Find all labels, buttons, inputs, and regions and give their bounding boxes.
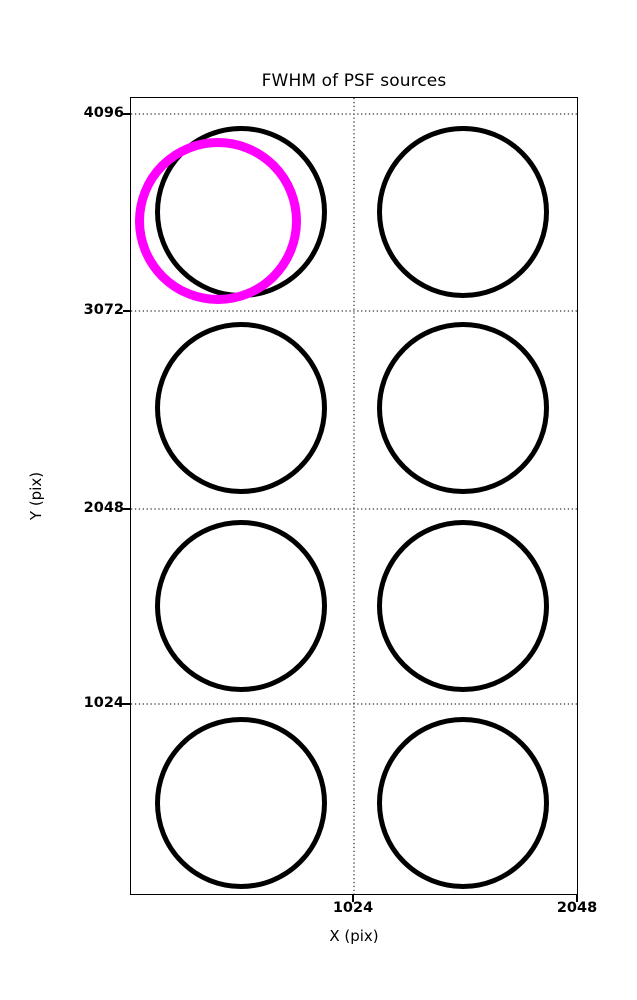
grid-horizontal <box>131 113 577 705</box>
ytick-mark-4096 <box>123 113 130 115</box>
ytick-label-1024: 1024 <box>83 695 124 711</box>
psf-circle-r4c2 <box>377 717 549 889</box>
plot-svg <box>131 98 577 894</box>
xtick-label-2048: 2048 <box>556 900 598 916</box>
psf-circle-r3c1 <box>155 520 327 692</box>
psf-source-circles <box>155 126 549 889</box>
xtick-mark-1024 <box>352 895 354 902</box>
ytick-label-3072: 3072 <box>83 302 124 318</box>
chart-title: FWHM of PSF sources <box>261 71 447 91</box>
ytick-mark-3072 <box>123 310 130 312</box>
ytick-label-4096: 4096 <box>83 105 124 121</box>
psf-circle-r2c1 <box>155 322 327 494</box>
psf-circle-r3c2 <box>377 520 549 692</box>
y-axis-tick-labels: 4096 3072 2048 1024 <box>0 0 124 1000</box>
x-axis-label: X (pix) <box>329 927 379 945</box>
reference-fwhm-circle <box>135 138 301 304</box>
xtick-label-1024: 1024 <box>332 900 374 916</box>
xtick-mark-2048 <box>576 895 578 902</box>
plot-area[interactable] <box>130 97 578 895</box>
ytick-label-2048: 2048 <box>83 500 124 516</box>
y-axis-label: Y (pix) <box>27 471 45 521</box>
psf-circle-r4c1 <box>155 717 327 889</box>
ytick-mark-1024 <box>123 703 130 705</box>
psf-circle-r2c2 <box>377 322 549 494</box>
reference-fwhm-circle-group <box>135 138 301 304</box>
ytick-mark-2048 <box>123 508 130 510</box>
psf-circle-r1c2 <box>377 126 549 298</box>
